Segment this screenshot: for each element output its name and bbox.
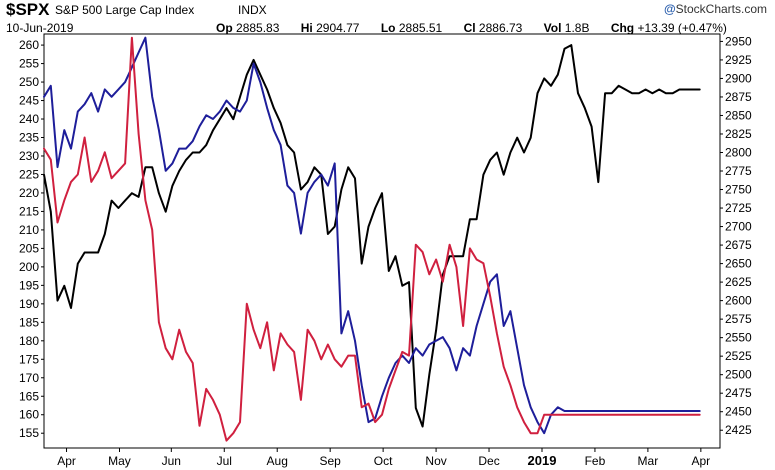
right-tick-label: 2950 [725, 34, 752, 48]
left-tick-label: 200 [19, 260, 39, 274]
x-tick-label: Mar [638, 454, 659, 468]
right-tick-label: 2600 [725, 294, 752, 308]
left-tick-label: 250 [19, 75, 39, 89]
change-quote: Chg +13.39 (+0.47%) [610, 21, 727, 35]
right-tick-label: 2725 [725, 201, 752, 215]
series-line-3 [43, 36, 701, 442]
low-quote: Lo 2885.51 [380, 21, 443, 35]
close-quote: Cl 2886.73 [463, 21, 523, 35]
high-quote: Hi 2904.77 [300, 21, 360, 35]
right-tick-label: 2775 [725, 164, 752, 178]
x-tick-label: May [108, 454, 131, 468]
right-axis: 2425 2450 2475 2500 2525 2550 2575 2600 2625 2650… [720, 34, 752, 437]
right-tick-label: 2625 [725, 275, 752, 289]
x-tick-label: 2019 [528, 453, 557, 468]
right-tick-label: 2450 [725, 405, 752, 419]
right-tick-label: 2900 [725, 71, 752, 85]
right-tick-label: 2650 [725, 257, 752, 271]
x-tick-label: Apr [692, 454, 711, 468]
left-tick-label: 195 [19, 278, 39, 292]
right-tick-label: 2850 [725, 108, 752, 122]
right-tick-label: 2925 [725, 53, 752, 67]
x-tick-label: Dec [478, 454, 499, 468]
open-quote: Op 2885.83 [216, 21, 280, 35]
left-tick-label: 155 [19, 426, 39, 440]
left-tick-label: 180 [19, 334, 39, 348]
left-tick-label: 210 [19, 223, 39, 237]
plot-area [43, 33, 721, 449]
left-tick-label: 205 [19, 241, 39, 255]
left-tick-label: 220 [19, 186, 39, 200]
x-tick-label: Oct [374, 454, 393, 468]
series-line-1 [43, 44, 701, 428]
left-tick-label: 225 [19, 167, 39, 181]
quote-line: Op 2885.83 Hi 2904.77 Lo 2885.51 Cl 2886… [216, 21, 745, 35]
right-tick-label: 2700 [725, 220, 752, 234]
left-tick-label: 240 [19, 112, 39, 126]
right-tick-label: 2425 [725, 423, 752, 437]
left-tick-label: 255 [19, 57, 39, 71]
symbol: $SPX [6, 0, 50, 19]
right-tick-label: 2500 [725, 368, 752, 382]
left-tick-label: 170 [19, 371, 39, 385]
right-tick-label: 2575 [725, 312, 752, 326]
right-tick-label: 2750 [725, 183, 752, 197]
x-axis: Apr May Jun Jul Aug Sep Oct Nov Dec 2019 Feb Mar Apr [57, 448, 710, 468]
right-tick-label: 2825 [725, 127, 752, 141]
series-lines [43, 36, 701, 442]
right-tick-label: 2875 [725, 90, 752, 104]
left-tick-label: 245 [19, 94, 39, 108]
right-tick-label: 2800 [725, 145, 752, 159]
series-line-2 [43, 36, 701, 435]
right-tick-label: 2475 [725, 386, 752, 400]
x-tick-label: Nov [425, 454, 446, 468]
left-axis: 155 160 165 170 175 180 185 190 195 200 205 210 215 2… [19, 38, 44, 440]
left-tick-label: 190 [19, 297, 39, 311]
left-tick-label: 165 [19, 389, 39, 403]
right-tick-label: 2550 [725, 331, 752, 345]
brand-text: StockCharts.com [675, 2, 767, 16]
x-tick-label: Jun [162, 454, 181, 468]
left-tick-label: 235 [19, 131, 39, 145]
quote-date: 10-Jun-2019 [6, 21, 74, 35]
left-tick-label: 230 [19, 149, 39, 163]
right-tick-label: 2525 [725, 349, 752, 363]
index-name: S&P 500 Large Cap Index [55, 3, 195, 17]
brand-logo[interactable]: @StockCharts.com [664, 2, 767, 16]
left-tick-label: 215 [19, 204, 39, 218]
right-tick-label: 2675 [725, 238, 752, 252]
left-tick-label: 160 [19, 408, 39, 422]
x-tick-label: Aug [267, 454, 288, 468]
x-tick-label: Jul [217, 454, 232, 468]
brand-mark-icon: @ [663, 2, 676, 16]
x-tick-label: Sep [319, 454, 341, 468]
left-tick-label: 260 [19, 38, 39, 52]
left-tick-label: 175 [19, 352, 39, 366]
left-tick-label: 185 [19, 315, 39, 329]
exchange: INDX [238, 3, 267, 17]
volume-quote: Vol 1.8B [543, 21, 590, 35]
x-tick-label: Apr [57, 454, 76, 468]
x-tick-label: Feb [585, 454, 606, 468]
